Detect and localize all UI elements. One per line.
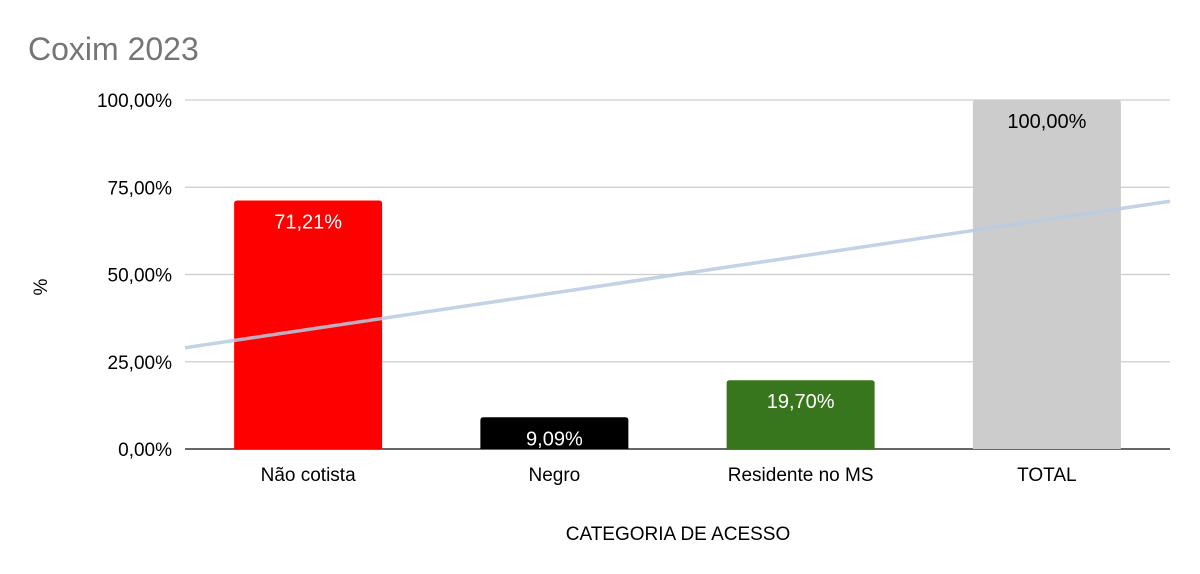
y-tick-label: 25,00% xyxy=(108,353,173,374)
x-tick-label: Residente no MS xyxy=(728,465,874,486)
data-label: 9,09% xyxy=(526,428,583,450)
x-axis-title: CATEGORIA DE ACESSO xyxy=(566,524,791,545)
chart-title: Coxim 2023 xyxy=(28,31,199,67)
y-tick-label: 0,00% xyxy=(118,440,172,461)
data-label: 71,21% xyxy=(274,211,342,233)
y-axis-title: % xyxy=(31,278,52,295)
trendline-group xyxy=(184,199,1171,350)
data-labels: 71,21% 9,09% 19,70% 100,00% xyxy=(274,111,1086,450)
y-tick-label: 100,00% xyxy=(97,91,172,112)
y-tick-label: 50,00% xyxy=(108,266,173,287)
bar xyxy=(726,380,875,449)
bar xyxy=(480,417,629,449)
x-tick-label: Negro xyxy=(529,465,581,486)
x-tick-label: TOTAL xyxy=(1017,465,1076,486)
trendline xyxy=(184,199,1171,350)
data-label: 100,00% xyxy=(1007,111,1086,133)
bar xyxy=(234,200,383,449)
y-axis-ticks: 0,00% 25,00% 50,00% 75,00% 100,00% xyxy=(97,91,172,461)
bars xyxy=(234,100,1121,449)
x-tick-label: Não cotista xyxy=(261,465,356,486)
bar xyxy=(972,100,1121,449)
data-label: 19,70% xyxy=(767,391,835,413)
x-axis-categories: Não cotista Negro Residente no MS TOTAL xyxy=(261,465,1077,486)
y-tick-label: 75,00% xyxy=(108,178,173,199)
